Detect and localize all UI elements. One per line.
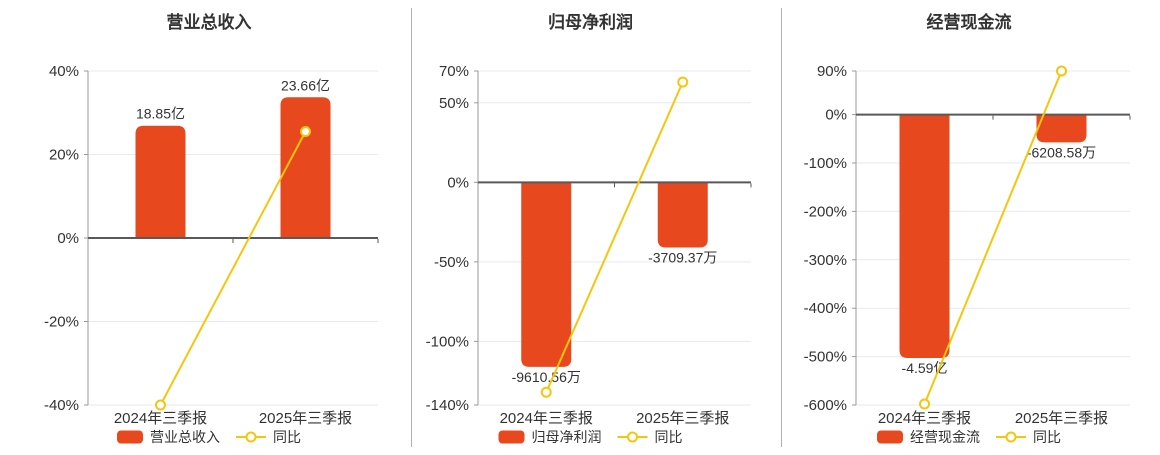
chart-title: 归母净利润 xyxy=(548,12,633,32)
x-category-label: 2024年三季报 xyxy=(114,410,207,427)
y-tick-label: 40% xyxy=(49,63,79,80)
legend-bar-swatch xyxy=(498,430,525,444)
y-tick-label: -100% xyxy=(426,333,469,350)
y-tick-label: -600% xyxy=(804,397,847,414)
chart-title: 经营现金流 xyxy=(927,12,1012,32)
x-category-label: 2025年三季报 xyxy=(1015,410,1108,427)
chart-title: 营业总收入 xyxy=(167,12,252,32)
y-tick-label: 70% xyxy=(439,63,469,80)
y-tick-label: -200% xyxy=(804,203,847,220)
legend-label: 同比 xyxy=(1033,429,1061,445)
bar-value-label: 23.66亿 xyxy=(281,77,330,93)
bar-value-label: -9610.56万 xyxy=(512,369,581,385)
legend-item-同比[interactable]: 同比 xyxy=(996,429,1061,445)
y-tick-label: -300% xyxy=(804,252,847,269)
bar-2025年三季报[interactable] xyxy=(1036,114,1087,143)
y-tick-label: -400% xyxy=(804,300,847,317)
y-tick-label: -40% xyxy=(44,397,79,414)
y-tick-label: -50% xyxy=(434,254,469,271)
yoy-line[interactable] xyxy=(159,131,307,406)
legend-item-同比[interactable]: 同比 xyxy=(236,429,301,445)
bar-2024年三季报[interactable] xyxy=(135,125,186,238)
y-tick-label: 50% xyxy=(439,95,469,112)
yoy-marker-2025年三季报[interactable] xyxy=(300,126,311,138)
chart-svg-2: 归母净利润 70% 50% 0% -50% -100% -140% 2024年三季报 2025年… xyxy=(411,8,752,447)
legend-item-营业总收入[interactable]: 营业总收入 xyxy=(117,429,220,445)
legend-item-归母净利润[interactable]: 归母净利润 xyxy=(498,429,602,445)
chart-svg-3: 经营现金流 90% 0% -100% -200% -300% -400% -500% -600%… xyxy=(781,8,1131,447)
panel-operating-revenue: 营业总收入 40% 20% 0% -20% -40% 2024年三季报 2025年三季报 18.… xyxy=(0,0,411,450)
y-tick-label: 0% xyxy=(447,174,469,191)
yoy-marker-2024年三季报[interactable] xyxy=(155,399,166,411)
y-tick-label: -500% xyxy=(804,349,847,366)
bar-value-label: -3709.37万 xyxy=(648,250,717,266)
legend-line-marker xyxy=(245,431,257,443)
legend-label: 归母净利润 xyxy=(532,429,602,445)
y-tick-label: -140% xyxy=(426,397,469,414)
bar-2025年三季报[interactable] xyxy=(657,182,708,248)
y-tick-label: 0% xyxy=(825,107,847,124)
legend-line-marker xyxy=(1005,431,1017,443)
x-category-label: 2024年三季报 xyxy=(878,410,971,427)
y-tick-label: 90% xyxy=(817,63,847,80)
legend-label: 营业总收入 xyxy=(150,429,220,445)
chart-svg-1: 营业总收入 40% 20% 0% -20% -40% 2024年三季报 2025年三季报 18.… xyxy=(44,12,379,445)
bar-value-label: -4.59亿 xyxy=(902,360,948,376)
yoy-line[interactable] xyxy=(923,70,1063,405)
legend-bar-swatch xyxy=(117,430,143,444)
bar-value-label: 18.85亿 xyxy=(136,106,185,122)
yoy-marker-2024年三季报[interactable] xyxy=(540,386,552,398)
legend-label: 同比 xyxy=(655,429,683,445)
yoy-marker-2025年三季报[interactable] xyxy=(677,76,689,88)
x-category-label: 2024年三季报 xyxy=(500,410,593,427)
yoy-marker-2025年三季报[interactable] xyxy=(1056,65,1067,77)
y-tick-label: 20% xyxy=(49,147,79,164)
x-category-label: 2025年三季报 xyxy=(636,410,729,427)
bar-2025年三季报[interactable] xyxy=(280,97,331,239)
legend-line-marker xyxy=(627,431,638,443)
y-tick-label: 0% xyxy=(57,230,79,247)
y-tick-label: -20% xyxy=(44,314,79,331)
legend-item-经营现金流[interactable]: 经营现金流 xyxy=(877,429,980,445)
legend-item-同比[interactable]: 同比 xyxy=(617,429,683,445)
yoy-line[interactable] xyxy=(545,81,684,393)
y-tick-label: -100% xyxy=(804,155,847,172)
panel-net-profit: 归母净利润 70% 50% 0% -50% -100% -140% 2024年三季报 2025年… xyxy=(411,0,781,450)
x-category-label: 2025年三季报 xyxy=(259,410,352,427)
bar-2024年三季报[interactable] xyxy=(521,182,572,367)
panel-operating-cashflow: 经营现金流 90% 0% -100% -200% -300% -400% -500% -600%… xyxy=(781,0,1160,450)
legend-label: 同比 xyxy=(273,429,301,445)
bar-2024年三季报[interactable] xyxy=(899,114,950,359)
legend-label: 经营现金流 xyxy=(910,429,980,445)
legend-bar-swatch xyxy=(877,430,903,444)
yoy-marker-2024年三季报[interactable] xyxy=(919,398,930,410)
bar-value-label: -6208.58万 xyxy=(1027,144,1096,160)
